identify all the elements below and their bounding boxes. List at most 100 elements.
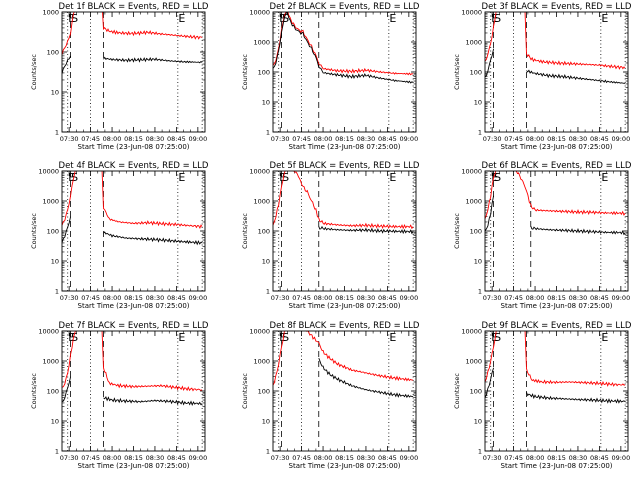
marker-label: E: [68, 171, 75, 184]
marker-label: E: [178, 12, 185, 25]
y-tick-label: 1: [478, 129, 482, 137]
y-tick-label: 1000: [253, 198, 270, 206]
y-tick-label: 100: [258, 388, 270, 396]
x-tick-label: 09:00: [611, 294, 630, 302]
y-tick-label: 10000: [461, 9, 482, 17]
chart-title: Det 5f BLACK = Events, RED = LLD: [270, 161, 420, 171]
y-tick-label: 100: [470, 228, 482, 236]
x-tick-label: 08:45: [378, 454, 397, 462]
y-tick-label: 10: [51, 258, 59, 266]
chart-panel-6: Det 6f BLACK = Events, RED = LLD 1 10 100 10…: [453, 161, 632, 310]
x-tick-label: 08:45: [590, 135, 609, 143]
y-tick-label: 100: [258, 228, 270, 236]
x-tick-label: 07:45: [292, 454, 311, 462]
marker-label: S: [282, 331, 289, 344]
chart-panel-3: Det 3f BLACK = Events, RED = LLD 1 10 100 10…: [453, 2, 632, 151]
x-tick-label: 07:45: [81, 294, 100, 302]
x-tick-label: 07:45: [504, 454, 523, 462]
plot-frame: [272, 170, 417, 292]
x-tick-label: 08:45: [590, 294, 609, 302]
y-tick-label: 1000: [42, 198, 59, 206]
chart-panel-7: Det 7f BLACK = Events, RED = LLD 1 10 100 10…: [30, 321, 209, 470]
x-tick-label: 07:45: [504, 294, 523, 302]
y-tick-label: 1000: [253, 39, 270, 47]
chart-panel-1: Det 1f BLACK = Events, RED = LLD 1 10 100 10…: [30, 2, 209, 151]
x-tick-label: 08:30: [569, 454, 588, 462]
x-tick-label: 08:00: [103, 294, 122, 302]
marker-label: S: [282, 171, 289, 184]
x-tick-label: 08:30: [357, 454, 376, 462]
series-line-lld: [485, 331, 626, 387]
y-tick-label: 1: [478, 288, 482, 296]
x-tick-label: 08:30: [569, 294, 588, 302]
y-tick-label: 100: [47, 388, 59, 396]
chart-panel-5: Det 5f BLACK = Events, RED = LLD 1 10 100 10…: [241, 161, 420, 310]
plot-frame: [61, 11, 206, 133]
plot-frame: [61, 170, 206, 292]
x-axis-label: Start Time (23-Jun-08 07:25:00): [501, 143, 613, 151]
series-line-events: [485, 195, 495, 232]
y-tick-label: 1000: [42, 358, 59, 366]
series-line-lld: [273, 12, 414, 76]
x-tick-label: 08:15: [547, 454, 566, 462]
chart-title: Det 2f BLACK = Events, RED = LLD: [270, 2, 420, 12]
plot-frame: [272, 330, 417, 452]
series-line-lld: [273, 171, 414, 230]
marker-label: E: [601, 12, 608, 25]
x-tick-label: 08:45: [167, 294, 186, 302]
y-axis-label: Counts/sec: [453, 54, 461, 90]
chart-panel-2: Det 2f BLACK = Events, RED = LLD 1 10 100 10…: [241, 2, 420, 151]
x-tick-label: 08:00: [314, 294, 333, 302]
series-line-events: [62, 216, 72, 243]
y-tick-label: 10: [262, 99, 270, 107]
x-tick-label: 08:15: [124, 294, 143, 302]
series-line-events: [530, 225, 626, 236]
y-tick-label: 10: [262, 258, 270, 266]
y-tick-label: 10000: [249, 328, 270, 336]
series-line-events: [62, 376, 72, 403]
x-tick-label: 09:00: [188, 454, 207, 462]
series-line-events: [485, 367, 495, 398]
x-tick-label: 08:30: [569, 135, 588, 143]
series-layer: [273, 331, 414, 399]
series-line-events: [318, 225, 414, 235]
marker-label: S: [494, 331, 501, 344]
y-tick-label: 1: [266, 288, 270, 296]
y-axis-label: Counts/sec: [453, 213, 461, 249]
y-tick-label: 10: [262, 418, 270, 426]
x-tick-label: 09:00: [399, 454, 418, 462]
x-tick-label: 07:30: [483, 135, 502, 143]
series-line-events: [526, 392, 626, 404]
y-axis-label: Counts/sec: [241, 54, 249, 90]
x-tick-label: 08:45: [167, 135, 186, 143]
x-tick-label: 08:00: [526, 294, 545, 302]
x-tick-label: 08:15: [335, 135, 354, 143]
plot-frame: [484, 170, 629, 292]
marker-label: S: [71, 171, 78, 184]
marker-label: E: [279, 331, 286, 344]
series-layer: [273, 12, 414, 84]
series-line-events: [318, 357, 414, 399]
y-tick-label: 10: [474, 418, 482, 426]
y-tick-label: 100: [47, 49, 59, 57]
series-layer: [62, 331, 203, 406]
marker-label: E: [279, 12, 286, 25]
x-tick-label: 08:00: [103, 454, 122, 462]
x-tick-label: 09:00: [188, 294, 207, 302]
x-tick-label: 09:00: [399, 135, 418, 143]
y-tick-label: 1: [478, 448, 482, 456]
marker-label: S: [282, 12, 289, 25]
marker-label: S: [494, 12, 501, 25]
marker-label: E: [389, 331, 396, 344]
y-tick-label: 100: [470, 69, 482, 77]
x-tick-label: 08:30: [357, 294, 376, 302]
x-tick-label: 08:30: [146, 135, 165, 143]
y-tick-label: 10: [474, 258, 482, 266]
y-tick-label: 1: [55, 448, 59, 456]
marker-label: E: [389, 171, 396, 184]
plot-frame: [484, 330, 629, 452]
chart-panel-4: Det 4f BLACK = Events, RED = LLD 1 10 100 10…: [30, 161, 209, 310]
y-tick-label: 100: [258, 69, 270, 77]
series-line-events: [103, 396, 203, 406]
